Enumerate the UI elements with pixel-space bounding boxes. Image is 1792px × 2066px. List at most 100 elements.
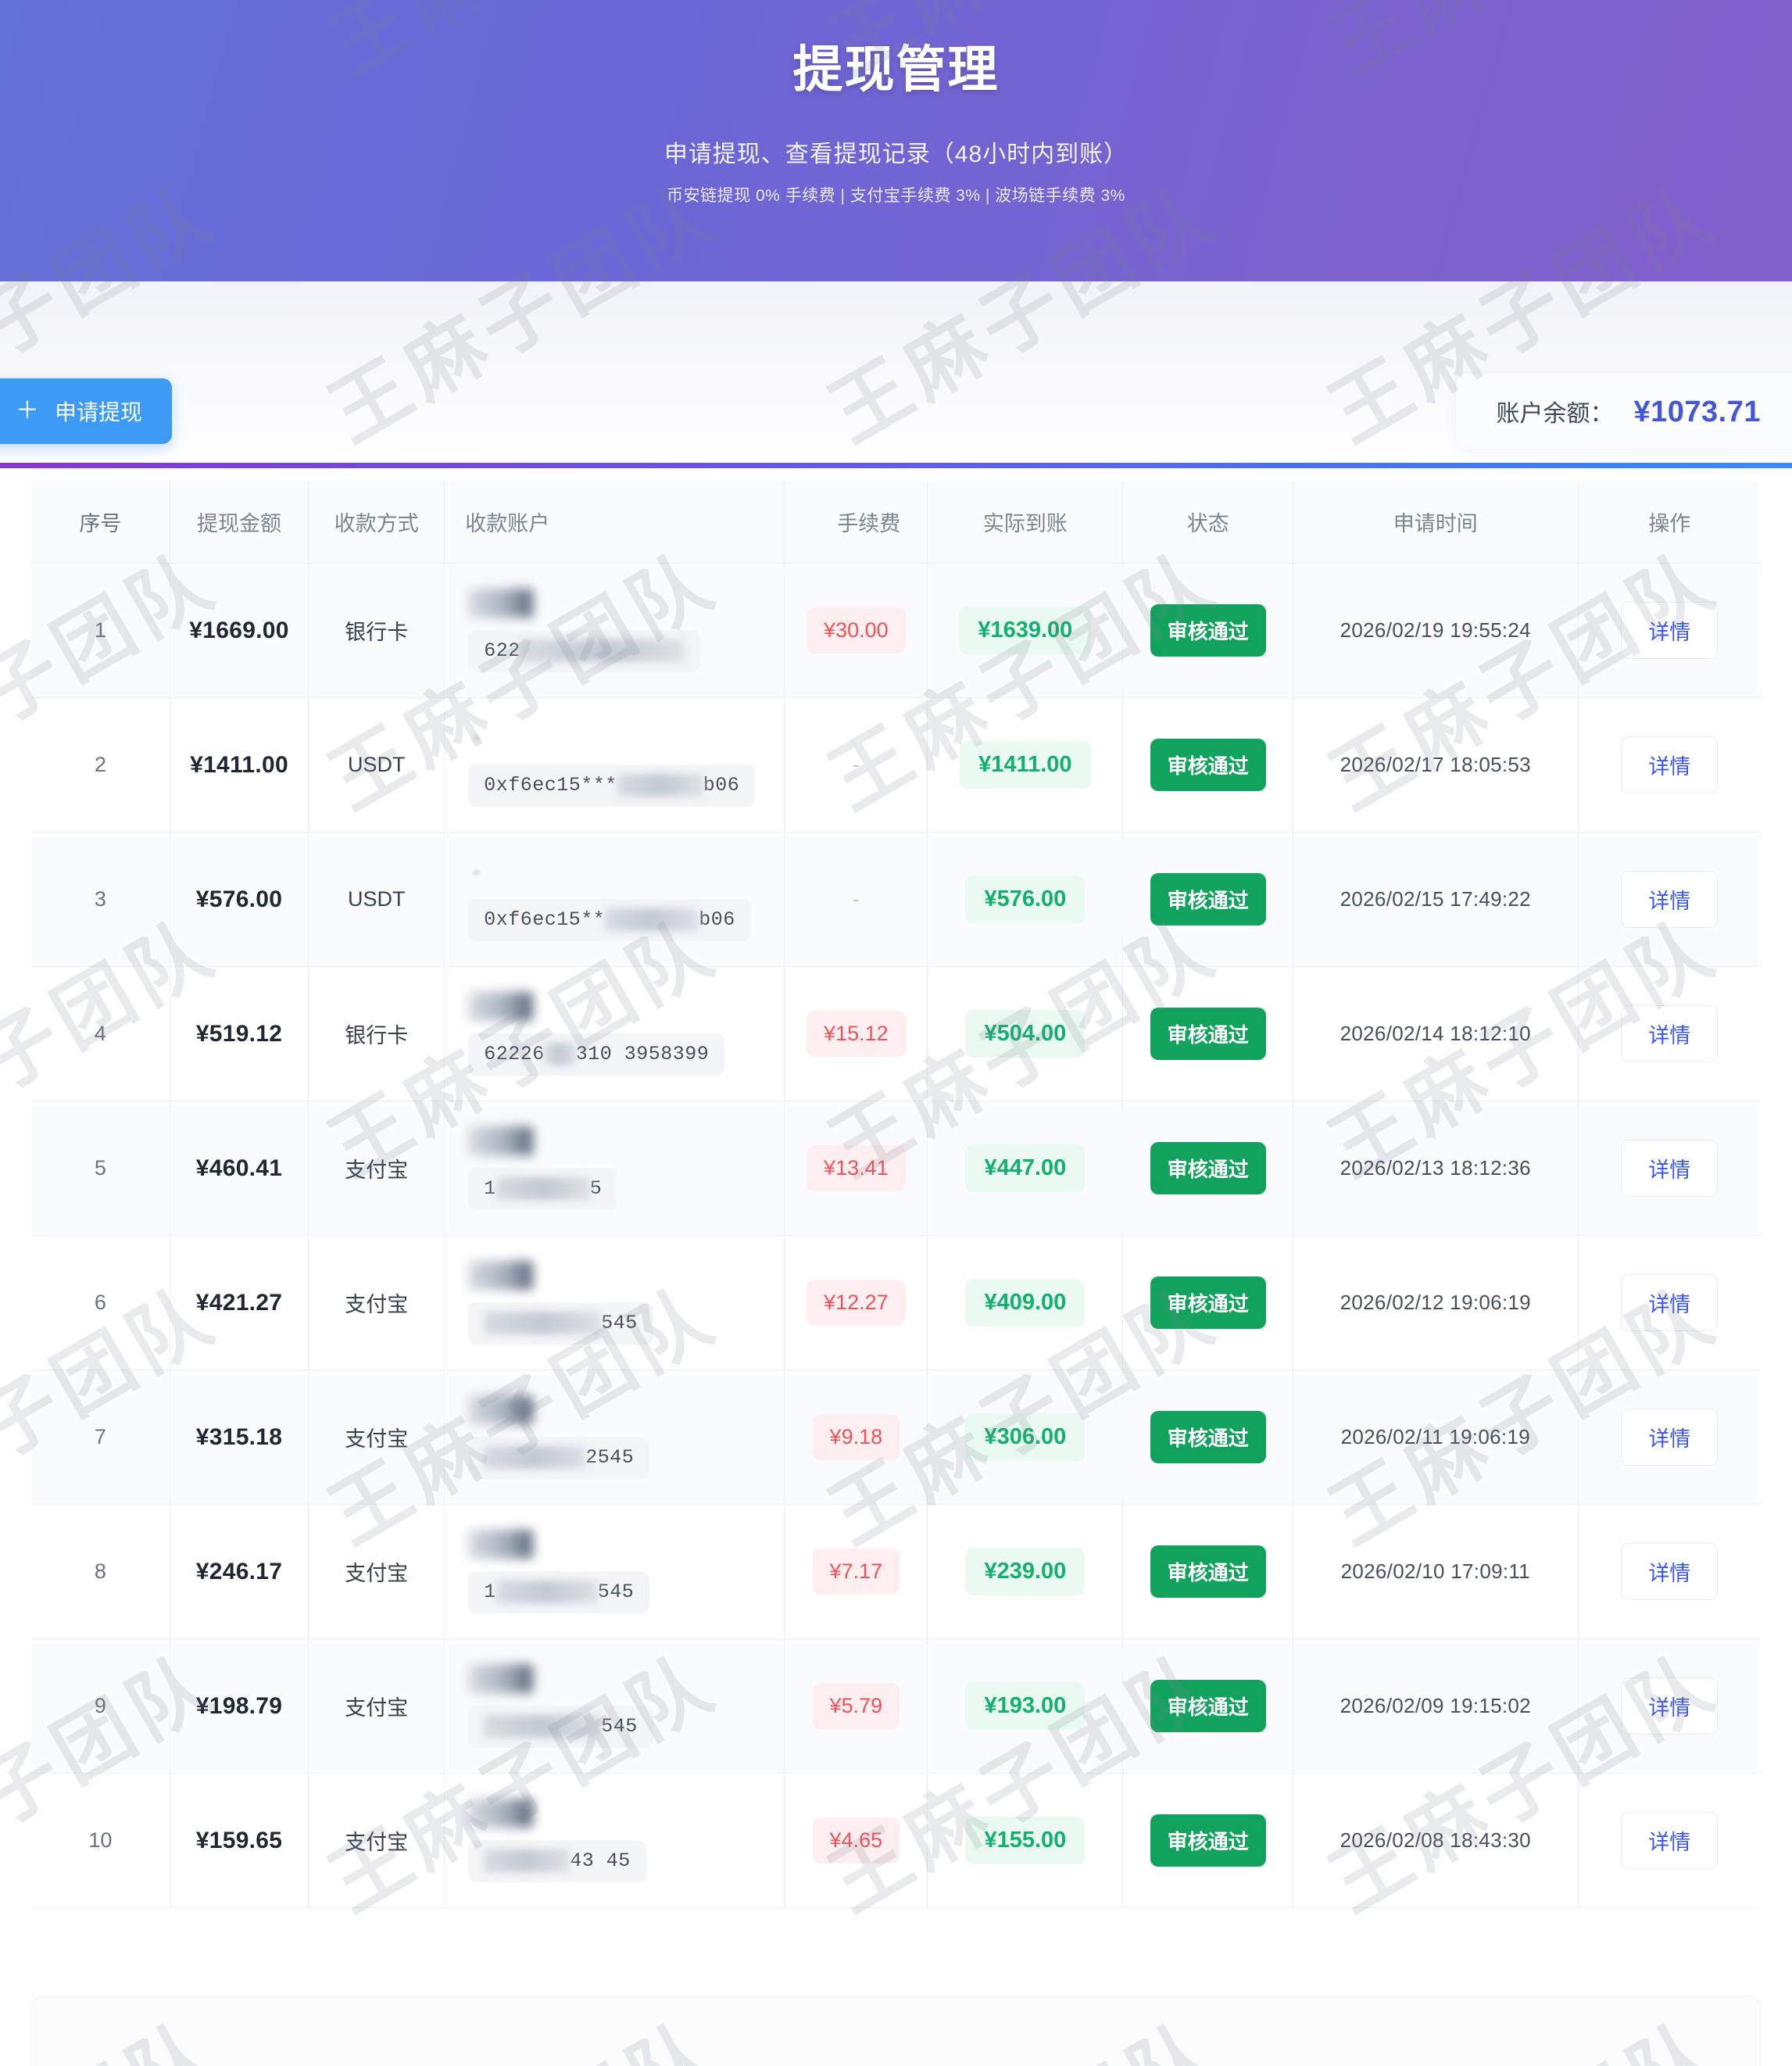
cell-index: 6 [31, 1236, 170, 1370]
status-badge: 审核通过 [1150, 604, 1266, 657]
fee-empty: - [853, 753, 860, 776]
withdraw-amount: ¥519.12 [196, 1021, 283, 1047]
col-header-account[interactable]: 收款账户 [445, 481, 785, 564]
detail-button[interactable]: 详情 [1621, 1005, 1718, 1062]
cell-status: 审核通过 [1123, 1101, 1293, 1236]
cell-amount: ¥315.18 [170, 1370, 308, 1505]
cell-time: 2026/02/15 17:49:22 [1293, 832, 1578, 967]
balance-value: ¥1073.71 [1634, 396, 1762, 429]
cell-index: 4 [31, 967, 170, 1101]
cell-received: ¥409.00 [928, 1236, 1123, 1370]
status-badge: 审核通过 [1150, 1680, 1266, 1732]
col-header-action[interactable]: 操作 [1578, 481, 1761, 564]
cell-index: 5 [31, 1101, 170, 1236]
col-header-time[interactable]: 申请时间 [1293, 481, 1578, 564]
cell-status: 审核通过 [1123, 967, 1293, 1101]
status-badge: 审核通过 [1150, 1545, 1266, 1598]
cell-amount: ¥1669.00 [170, 564, 308, 698]
cell-fee: ¥15.12 [785, 967, 928, 1101]
apply-withdraw-button[interactable]: ＋ 申请提现 [0, 378, 172, 444]
cell-amount: ¥159.65 [170, 1774, 308, 1908]
cell-status: 审核通过 [1123, 1505, 1293, 1639]
col-header-fee[interactable]: 手续费 [785, 481, 928, 564]
cell-fee: - [785, 832, 928, 967]
cell-time: 2026/02/17 18:05:53 [1293, 698, 1578, 832]
detail-button[interactable]: 详情 [1621, 1274, 1718, 1331]
plus-icon: ＋ [16, 399, 39, 423]
fee-empty: - [853, 887, 860, 911]
cell-account: ████ 545 [445, 1236, 785, 1370]
detail-button[interactable]: 详情 [1621, 871, 1718, 928]
received-badge: ¥1639.00 [959, 607, 1091, 654]
col-header-status[interactable]: 状态 [1123, 481, 1293, 564]
apply-time: 2026/02/14 18:12:10 [1340, 1022, 1531, 1045]
cell-status: 审核通过 [1123, 1774, 1293, 1908]
cell-received: ¥576.00 [928, 832, 1123, 967]
cell-method: USDT [309, 698, 445, 832]
col-header-index[interactable]: 序号 [31, 481, 170, 564]
account-number: 62226 310 3958399 [468, 1033, 724, 1075]
col-header-received[interactable]: 实际到账 [928, 481, 1123, 564]
col-header-method[interactable]: 收款方式 [309, 481, 445, 564]
detail-button[interactable]: 详情 [1621, 1812, 1718, 1869]
cell-fee: ¥7.17 [785, 1505, 928, 1639]
cell-method: 支付宝 [309, 1370, 445, 1505]
masked-digits [520, 639, 685, 662]
detail-button[interactable]: 详情 [1621, 1678, 1718, 1735]
cell-received: ¥1411.00 [928, 698, 1123, 832]
account-holder-name: ████ [468, 1530, 533, 1559]
fee-badge: ¥15.12 [807, 1011, 906, 1057]
cell-fee: ¥5.79 [785, 1639, 928, 1774]
apply-time: 2026/02/08 18:43:30 [1340, 1828, 1531, 1852]
detail-button[interactable]: 详情 [1621, 1409, 1718, 1466]
detail-button[interactable]: 详情 [1621, 1140, 1718, 1197]
cell-status: 审核通过 [1123, 564, 1293, 698]
account-number: 2545 [468, 1437, 649, 1478]
apply-withdraw-label: 申请提现 [55, 396, 142, 427]
cell-account: ████ 43 45 [445, 1774, 785, 1908]
masked-digits [617, 774, 703, 797]
cell-time: 2026/02/14 18:12:10 [1293, 967, 1578, 1101]
detail-button[interactable]: 详情 [1621, 736, 1718, 793]
cell-method: 支付宝 [309, 1101, 445, 1236]
page-subtitle: 申请提现、查看提现记录（48小时内到账） [0, 134, 1792, 169]
account-number: 545 [468, 1706, 653, 1747]
cell-amount: ¥246.17 [170, 1505, 308, 1639]
received-badge: ¥1411.00 [960, 741, 1090, 789]
cell-method: 银行卡 [309, 564, 445, 698]
cell-received: ¥1639.00 [928, 564, 1123, 698]
account-number: 1 545 [468, 1571, 649, 1613]
cell-index: 9 [31, 1639, 170, 1774]
cell-method: 支付宝 [309, 1639, 445, 1774]
status-badge: 审核通过 [1150, 739, 1266, 791]
cell-account: ████ 2545 [445, 1370, 785, 1505]
toolbar: ＋ 申请提现 账户余额： ¥1073.71 [0, 281, 1792, 481]
fee-badge: ¥5.79 [813, 1683, 900, 1729]
apply-time: 2026/02/10 17:09:11 [1341, 1559, 1530, 1583]
account-number: 545 [468, 1302, 653, 1344]
cell-account: ████1 5 [445, 1101, 785, 1236]
apply-time: 2026/02/12 19:06:19 [1340, 1291, 1531, 1314]
account-holder-name: ████ [468, 1664, 533, 1693]
received-badge: ¥504.00 [965, 1010, 1085, 1058]
cell-account: ████622 [445, 564, 785, 698]
col-header-amount[interactable]: 提现金额 [170, 481, 308, 564]
cell-account: ████62226 310 3958399 [445, 967, 785, 1101]
status-badge: 审核通过 [1150, 1008, 1266, 1060]
cell-received: ¥155.00 [928, 1774, 1123, 1908]
masked-digits [545, 1043, 576, 1065]
masked-digits [484, 1312, 601, 1334]
detail-button[interactable]: 详情 [1621, 602, 1718, 659]
detail-button[interactable]: 详情 [1621, 1543, 1718, 1600]
cell-index: 3 [31, 832, 170, 967]
cell-index: 2 [31, 698, 170, 832]
cell-fee: - [785, 698, 928, 832]
cell-action: 详情 [1578, 832, 1761, 967]
received-badge: ¥447.00 [965, 1144, 1085, 1192]
account-number: 43 45 [468, 1840, 646, 1882]
cell-received: ¥447.00 [928, 1101, 1123, 1236]
